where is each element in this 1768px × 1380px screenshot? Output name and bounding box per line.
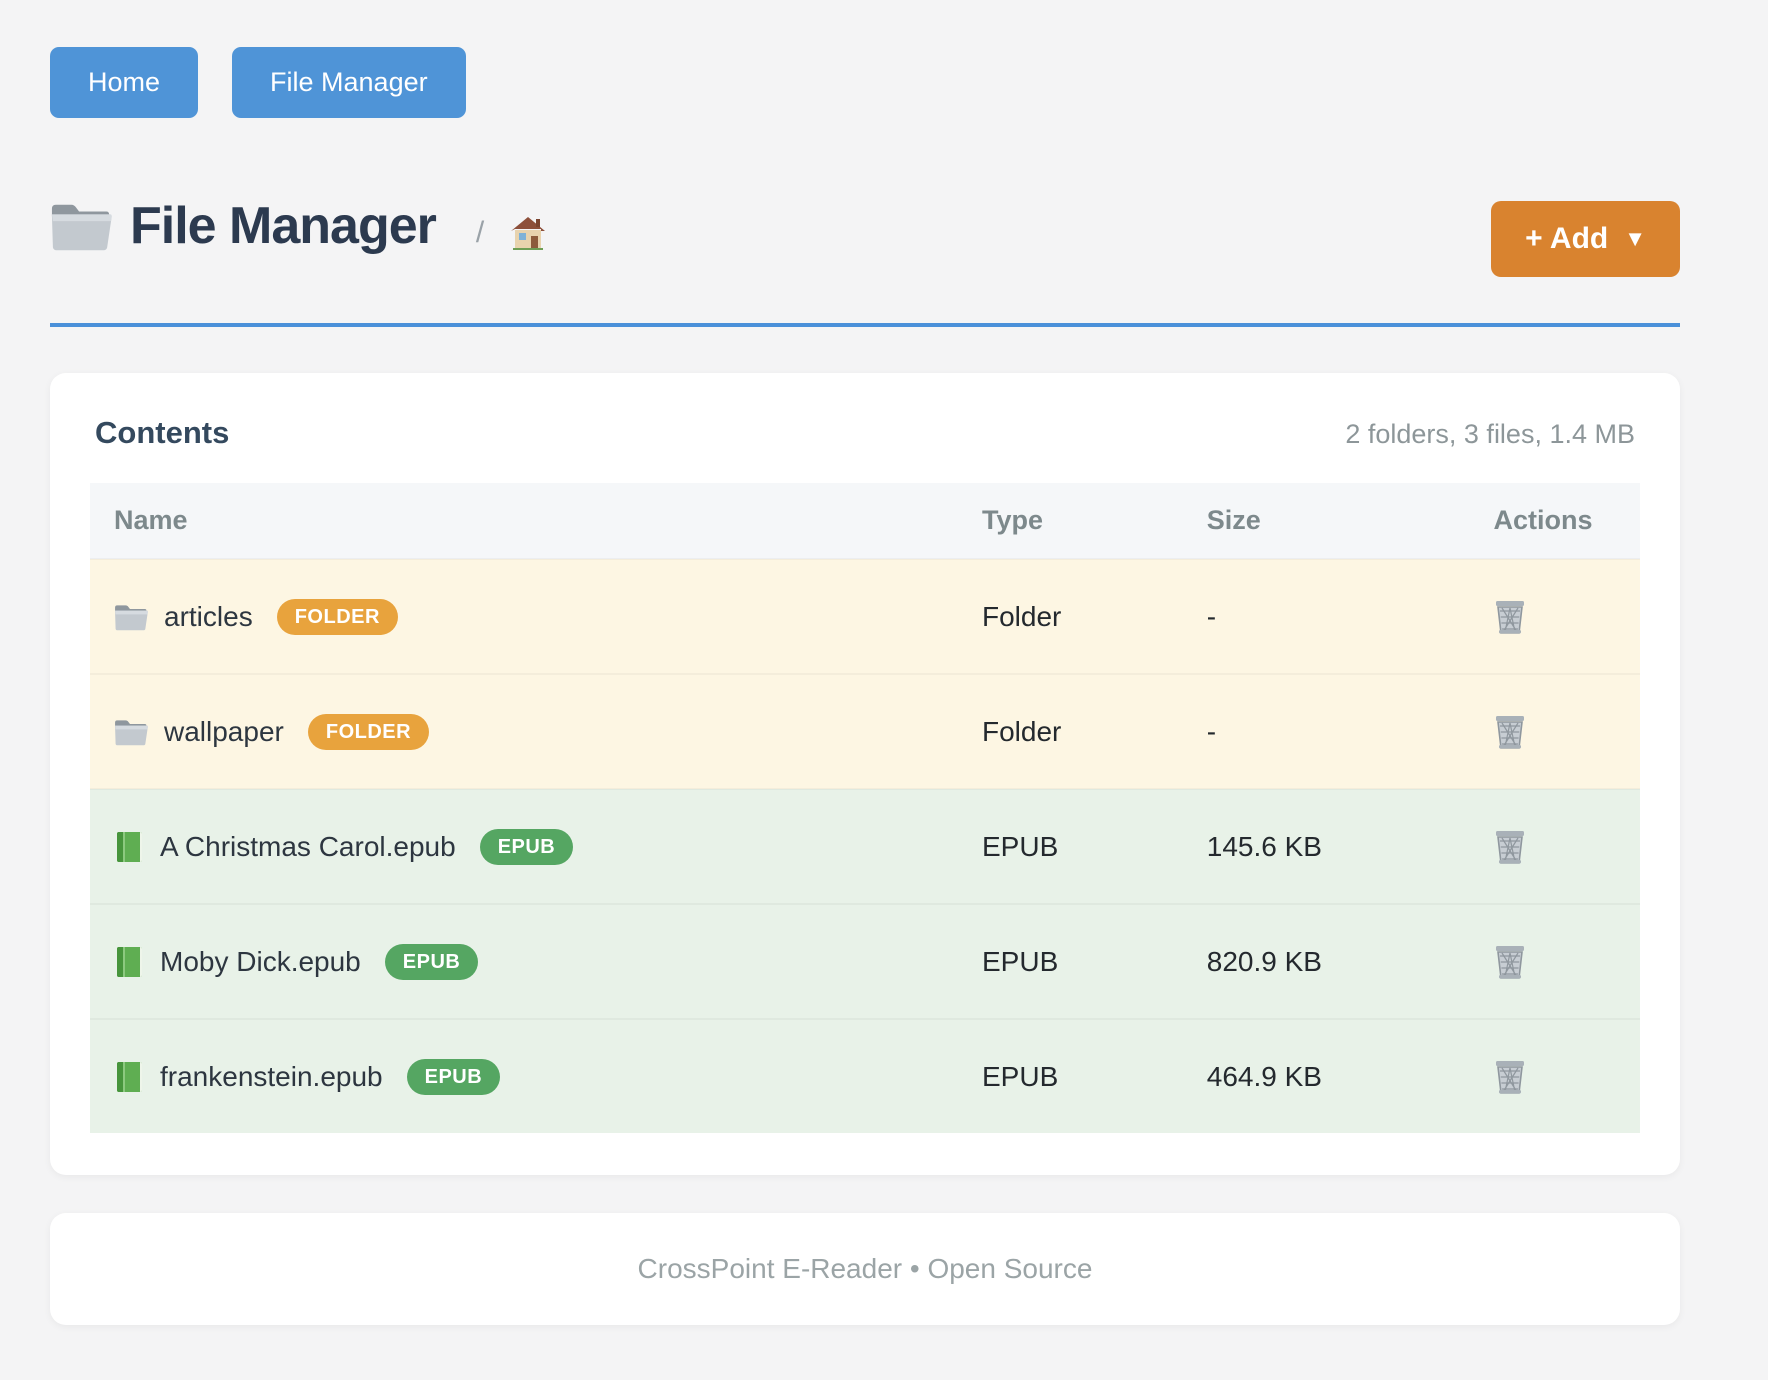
trash-icon (1494, 1059, 1526, 1095)
top-nav: Home File Manager (50, 47, 1680, 118)
type-badge: EPUB (406, 1058, 501, 1095)
delete-button[interactable] (1494, 599, 1526, 635)
type-cell: EPUB (982, 830, 1059, 862)
trash-icon (1494, 714, 1526, 750)
file-table: Name Type Size Actions articles FOLDER Fol… (90, 483, 1640, 1133)
file-name-link[interactable]: Moby Dick.epub (160, 945, 361, 977)
size-cell: - (1206, 600, 1217, 632)
column-header-type: Type (958, 483, 1183, 559)
type-cell: Folder (982, 715, 1062, 747)
delete-button[interactable] (1494, 1059, 1526, 1095)
header-divider (50, 323, 1680, 327)
trash-icon (1494, 829, 1526, 865)
folder-icon (50, 200, 112, 252)
contents-title: Contents (95, 415, 230, 450)
table-row: articles FOLDER Folder - (90, 559, 1640, 674)
table-row: frankenstein.epub EPUB EPUB 464.9 KB (90, 1019, 1640, 1133)
folder-icon (114, 602, 148, 632)
type-cell: Folder (982, 600, 1062, 632)
column-header-name: Name (90, 483, 958, 559)
book-icon (114, 831, 144, 863)
nav-file-manager-button[interactable]: File Manager (232, 47, 466, 118)
chevron-down-icon: ▼ (1624, 226, 1646, 251)
size-cell: 464.9 KB (1206, 1060, 1322, 1092)
table-row: Moby Dick.epub EPUB EPUB 820.9 KB (90, 904, 1640, 1019)
table-row: wallpaper FOLDER Folder - (90, 674, 1640, 789)
size-cell: 145.6 KB (1206, 830, 1322, 862)
file-name-link[interactable]: articles (164, 600, 253, 632)
breadcrumb-separator: / (475, 216, 485, 249)
type-badge: FOLDER (307, 713, 430, 750)
table-row: A Christmas Carol.epub EPUB EPUB 145.6 KB (90, 789, 1640, 904)
home-icon[interactable] (510, 202, 546, 250)
delete-button[interactable] (1494, 714, 1526, 750)
size-cell: 820.9 KB (1206, 945, 1322, 977)
column-header-size: Size (1182, 483, 1470, 559)
trash-icon (1494, 599, 1526, 635)
footer-text: CrossPoint E-Reader • Open Source (637, 1253, 1093, 1284)
footer: CrossPoint E-Reader • Open Source (50, 1213, 1680, 1325)
book-icon (114, 946, 144, 978)
type-badge: EPUB (384, 943, 479, 980)
file-name-link[interactable]: wallpaper (164, 715, 284, 747)
delete-button[interactable] (1494, 829, 1526, 865)
page-title: File Manager (130, 197, 437, 255)
column-header-actions: Actions (1469, 483, 1640, 559)
type-cell: EPUB (982, 945, 1059, 977)
delete-button[interactable] (1494, 944, 1526, 980)
page-header: File Manager / + Add ▼ (50, 196, 1680, 277)
type-badge: EPUB (479, 828, 574, 865)
type-badge: FOLDER (276, 598, 398, 635)
size-cell: - (1206, 715, 1217, 747)
add-button-label: + Add (1525, 222, 1609, 255)
table-header-row: Name Type Size Actions (90, 483, 1640, 559)
nav-home-button[interactable]: Home (50, 47, 199, 118)
type-cell: EPUB (982, 1060, 1059, 1092)
folder-icon (114, 717, 148, 747)
add-button[interactable]: + Add ▼ (1491, 201, 1680, 277)
book-icon (114, 1061, 144, 1093)
trash-icon (1494, 944, 1526, 980)
contents-card: Contents 2 folders, 3 files, 1.4 MB Name… (50, 373, 1680, 1175)
contents-summary: 2 folders, 3 files, 1.4 MB (1345, 419, 1635, 449)
file-name-link[interactable]: frankenstein.epub (160, 1060, 383, 1092)
file-name-link[interactable]: A Christmas Carol.epub (160, 830, 456, 862)
